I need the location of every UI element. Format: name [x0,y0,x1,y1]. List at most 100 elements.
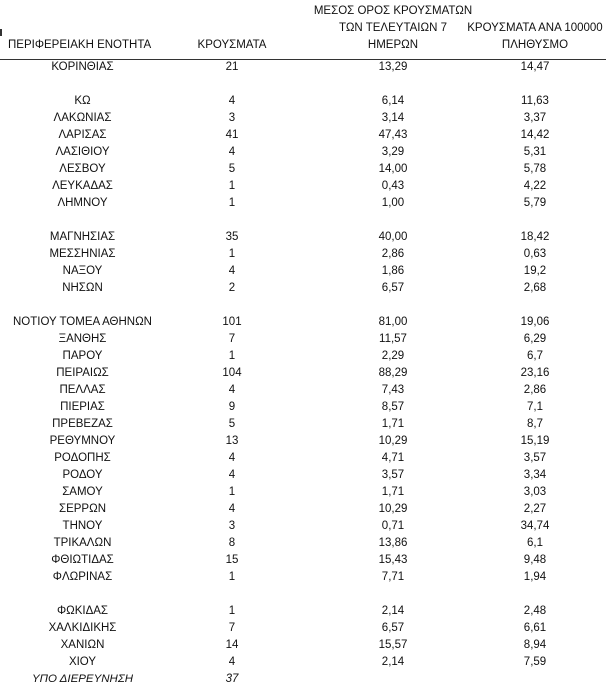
table-row: ΜΕΣΣΗΝΙΑΣ 1 2,86 0,63 [0,246,610,263]
cell-avg7: 8,57 [381,401,405,413]
cell-region: ΤΗΝΟΥ [62,520,103,532]
cell-marker [0,29,2,36]
table-row: ΧΑΛΚΙΔΙΚΗΣ 7 6,57 6,61 [0,620,610,637]
cell-per100k: 6,29 [523,333,547,345]
cell-cases: 4 [228,265,236,277]
cell-region: ΞΑΝΘΗΣ [58,333,107,345]
table-row: ΥΠΟ ΔΙΕΡΕΥΝΗΣΗ 37 [0,671,610,688]
cell-cases: 1 [228,248,236,260]
table-row: ΣΑΜΟΥ 1 1,71 3,03 [0,484,610,501]
spacer-row [0,76,610,93]
cell-per100k: 6,7 [527,350,543,362]
cell-cases: 5 [228,163,236,175]
table-row: ΝΑΞΟΥ 4 1,86 19,2 [0,263,610,280]
table-row: ΠΡΕΒΕΖΑΣ 5 1,71 8,7 [0,416,610,433]
header-per100k-line1: ΚΡΟΥΣΜΑΤΑ ΑΝΑ 100000 [467,22,603,34]
cell-cases: 21 [225,61,239,73]
spacer-row [0,297,610,314]
cell-cases: 14 [225,639,239,651]
table-row: ΛΗΜΝΟΥ 1 1,00 5,79 [0,195,610,212]
table-row: ΧΑΝΙΩΝ 14 15,57 8,94 [0,637,610,654]
cell-cases: 1 [228,350,236,362]
cell-region: ΥΠΟ ΔΙΕΡΕΥΝΗΣΗ [31,673,134,685]
cell-region: ΦΛΩΡΙΝΑΣ [52,571,113,583]
cell-region: ΠΙΕΡΙΑΣ [60,401,105,413]
cell-per100k: 14,42 [520,129,550,141]
cell-avg7: 1,71 [381,486,405,498]
table-row: ΛΑΡΙΣΑΣ 41 47,43 14,42 [0,127,610,144]
cell-avg7: 40,00 [378,231,408,243]
cell-per100k: 19,06 [520,316,550,328]
table-row: ΛΑΣΙΘΙΟΥ 4 3,29 5,31 [0,144,610,161]
cell-region: ΣΑΜΟΥ [62,486,103,498]
cell-region: ΡΕΘΥΜΝΟΥ [49,435,116,447]
cell-per100k: 6,61 [523,622,547,634]
table-row: ΚΩ 4 6,14 11,63 [0,93,610,110]
cell-cases: 8 [228,537,236,549]
cell-per100k: 7,1 [527,401,543,413]
cell-cases: 7 [228,333,236,345]
cell-region: ΡΟΔΟΠΗΣ [54,452,111,464]
cell-avg7: 14,00 [378,163,408,175]
cell-region: ΚΩ [74,95,91,107]
cell-per100k: 3,03 [523,486,547,498]
cell-region: ΚΟΡΙΝΘΙΑΣ [51,61,114,73]
cell-per100k: 3,57 [523,452,547,464]
cell-region: ΛΗΜΝΟΥ [57,197,108,209]
cell-avg7: 2,29 [381,350,405,362]
table-row: ΛΕΣΒΟΥ 5 14,00 5,78 [0,161,610,178]
header-divider [0,59,606,60]
cell-cases: 4 [228,656,236,668]
header-avg7-line2: ΤΩΝ ΤΕΛΕΥΤΑΙΩΝ 7 [339,22,447,34]
table-row: ΛΑΚΩΝΙΑΣ 3 3,14 3,37 [0,110,610,127]
cell-per100k: 0,63 [523,248,547,260]
cell-avg7: 1,71 [381,418,405,430]
cell-avg7: 47,43 [378,129,408,141]
table-row: ΝΟΤΙΟΥ ΤΟΜΕΑ ΑΘΗΝΩΝ 101 81,00 19,06 [0,314,610,331]
cell-cases: 5 [228,418,236,430]
table-row: ΜΑΓΝΗΣΙΑΣ 35 40,00 18,42 [0,229,610,246]
cell-avg7: 3,57 [381,469,405,481]
table-row: ΦΘΙΩΤΙΔΑΣ 15 15,43 9,48 [0,552,610,569]
cell-cases: 4 [228,452,236,464]
cell-avg7: 1,00 [381,197,405,209]
cell-cases: 1 [228,180,236,192]
header-cases: ΚΡΟΥΣΜΑΤΑ [197,39,267,51]
table-row: ΝΗΣΩΝ 2 6,57 2,68 [0,280,610,297]
cell-per100k: 6,1 [527,537,543,549]
cell-avg7: 10,29 [378,435,408,447]
spacer-row [0,586,610,603]
cell-cases: 4 [228,503,236,515]
cell-cases: 1 [228,197,236,209]
cell-region: ΝΗΣΩΝ [62,282,103,294]
cell-region: ΤΡΙΚΑΛΩΝ [53,537,112,549]
table-row: ΡΟΔΟΠΗΣ 4 4,71 3,57 [0,450,610,467]
cell-avg7: 0,43 [381,180,405,192]
cell-avg7: 3,29 [381,146,405,158]
cell-cases: 15 [225,554,239,566]
table-row: ΡΕΘΥΜΝΟΥ 13 10,29 15,19 [0,433,610,450]
cell-avg7: 2,86 [381,248,405,260]
cell-per100k: 1,94 [523,571,547,583]
table-row: ΤΡΙΚΑΛΩΝ 8 13,86 6,1 [0,535,610,552]
cell-avg7: 4,71 [381,452,405,464]
cell-region: ΣΕΡΡΩΝ [58,503,107,515]
cell-per100k: 7,59 [523,656,547,668]
cell-per100k: 11,63 [521,95,549,107]
cell-region: ΠΡΕΒΕΖΑΣ [52,418,113,430]
table-row: ΠΕΛΛΑΣ 4 7,43 2,86 [0,382,610,399]
cell-avg7: 7,43 [381,384,405,396]
cell-region: ΛΕΣΒΟΥ [59,163,106,175]
cell-avg7: 0,71 [381,520,405,532]
cell-region: ΝΟΤΙΟΥ ΤΟΜΕΑ ΑΘΗΝΩΝ [13,316,152,328]
cell-per100k: 15,19 [520,435,550,447]
cell-region: ΠΕΙΡΑΙΩΣ [56,367,109,379]
table-row: ΞΑΝΘΗΣ 7 11,57 6,29 [0,331,610,348]
table-row: ΠΑΡΟΥ 1 2,29 6,7 [0,348,610,365]
cell-cases: 3 [228,520,236,532]
cell-cases: 9 [228,401,236,413]
cell-cases: 4 [228,384,236,396]
cell-cases: 35 [225,231,239,243]
cell-cases: 41 [225,129,239,141]
cell-avg7: 10,29 [378,503,408,515]
